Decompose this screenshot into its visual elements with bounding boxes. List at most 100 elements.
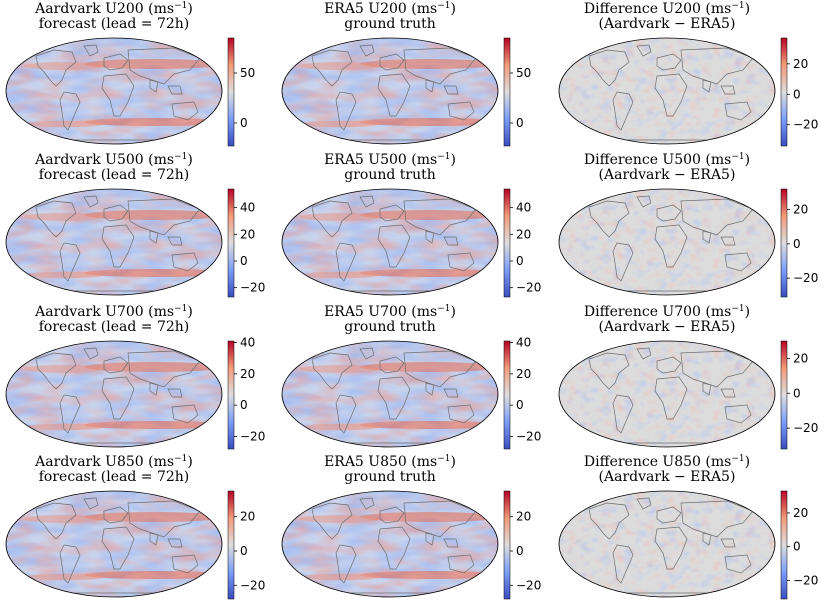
coastline xyxy=(425,382,459,398)
diff-negative-texture xyxy=(559,38,775,144)
coastline xyxy=(654,224,688,268)
panel-u200-difference: Difference U200 (ms−1) (Aardvark − ERA5) 2… xyxy=(553,2,828,152)
panel-title: ERA5 U200 (ms−1) ground truth xyxy=(276,2,504,32)
colorbar: 20 0 −20 xyxy=(227,490,265,600)
title-tail: ) xyxy=(744,1,751,17)
colorbar-tick-label: −20 xyxy=(516,578,541,592)
panel-title-line1: ERA5 U850 (ms−1) xyxy=(276,455,504,470)
coastline xyxy=(680,47,754,85)
coastline xyxy=(447,404,475,424)
title-tail: ) xyxy=(744,304,751,320)
title-superscript: −1 xyxy=(174,152,188,162)
colorbar-gradient xyxy=(503,37,511,147)
coastline xyxy=(588,49,630,87)
panel-u500-forecast: Aardvark U500 (ms−1) forecast (lead = 72h… xyxy=(0,153,276,303)
title-tail: ) xyxy=(187,454,193,470)
coastline xyxy=(127,198,201,236)
title-superscript: −1 xyxy=(731,1,745,11)
map-heatmap xyxy=(558,188,776,296)
panel-u200-truth: ERA5 U200 (ms−1) ground truth 0 50 xyxy=(276,2,552,152)
title-tail: ) xyxy=(450,152,456,168)
diff-negative-texture xyxy=(559,341,775,447)
panel-title-line1: Aardvark U500 (ms−1) xyxy=(0,153,228,168)
colorbar-tick-label: 0 xyxy=(793,540,801,554)
colorbar-tick-label: 20 xyxy=(240,227,255,241)
coastline xyxy=(59,544,81,584)
field-positive-texture xyxy=(6,341,222,447)
colorbar-tick-label: 20 xyxy=(516,227,531,241)
panel-title-line1: ERA5 U500 (ms−1) xyxy=(276,153,504,168)
panel-title: Difference U200 (ms−1) (Aardvark − ERA5) xyxy=(553,2,781,32)
panel-title-line2: (Aardvark − ERA5) xyxy=(598,167,736,183)
title-text: ERA5 U500 (ms xyxy=(324,152,438,168)
panel-title: ERA5 U500 (ms−1) ground truth xyxy=(276,153,504,183)
field-layer xyxy=(559,341,775,447)
colorbar: 20 0 −20 xyxy=(780,188,818,298)
colorbar-tick-label: −20 xyxy=(516,281,541,295)
coastline xyxy=(379,506,405,524)
field-layer xyxy=(559,491,775,597)
coastline xyxy=(403,198,477,236)
colorbar-gradient xyxy=(503,340,511,450)
map-border xyxy=(5,188,223,296)
coastline xyxy=(680,350,754,388)
colorbar: 40 20 0 −20 xyxy=(227,188,265,298)
panel-title: Aardvark U200 (ms−1) forecast (lead = 72h… xyxy=(0,2,228,32)
colorbar-tick-label: −20 xyxy=(793,573,818,587)
colorbar-tick-label: 0 xyxy=(240,116,248,130)
panel-u850-forecast: Aardvark U850 (ms−1) forecast (lead = 72h… xyxy=(0,455,276,605)
coastline xyxy=(656,53,682,71)
coastline xyxy=(149,532,183,548)
colorbar-tick-label: 20 xyxy=(793,506,808,520)
field-layer xyxy=(6,491,222,597)
panel-title-line2: forecast (lead = 72h) xyxy=(38,167,190,183)
field-positive-texture xyxy=(282,341,498,447)
title-superscript: −1 xyxy=(437,1,451,11)
panel-title-line2: ground truth xyxy=(344,167,436,183)
title-tail: ) xyxy=(187,304,193,320)
panel-title-line1: Aardvark U700 (ms−1) xyxy=(0,305,228,320)
colorbar: 0 50 xyxy=(503,37,531,147)
field-positive-texture xyxy=(282,491,498,597)
colorbar-tick-label: −20 xyxy=(793,421,818,435)
map-heatmap xyxy=(558,490,776,598)
coastline xyxy=(101,224,135,268)
coastline xyxy=(447,554,475,574)
coastline xyxy=(612,91,634,131)
coastline xyxy=(35,200,77,238)
coastline xyxy=(425,79,459,95)
coastline xyxy=(171,404,199,424)
panel-u200-forecast: Aardvark U200 (ms−1) forecast (lead = 72h… xyxy=(0,2,276,152)
colorbar-gradient xyxy=(227,188,235,298)
coastline xyxy=(612,394,634,434)
panel-title: Aardvark U500 (ms−1) forecast (lead = 72h… xyxy=(0,153,228,183)
panel-title: Difference U500 (ms−1) (Aardvark − ERA5) xyxy=(553,153,781,183)
panel-title-line2: forecast (lead = 72h) xyxy=(38,319,190,335)
panel-title-line1: Aardvark U850 (ms−1) xyxy=(0,455,228,470)
title-superscript: −1 xyxy=(174,454,188,464)
title-tail: ) xyxy=(187,152,193,168)
colorbar-tick-label: 40 xyxy=(516,336,531,350)
colorbar-tick-label: 0 xyxy=(240,398,248,412)
map-border xyxy=(558,340,776,448)
colorbar: 40 20 0 −20 xyxy=(227,336,265,450)
panel-title: Difference U700 (ms−1) (Aardvark − ERA5) xyxy=(553,305,781,335)
colorbar-gradient xyxy=(503,490,511,600)
colorbar-tick-label: 40 xyxy=(240,201,255,215)
colorbar-tick-label: 20 xyxy=(240,510,255,524)
map-heatmap xyxy=(281,340,499,448)
field-layer xyxy=(559,189,775,295)
coastline xyxy=(83,497,99,510)
coastline xyxy=(702,230,736,246)
panel-title-line2: ground truth xyxy=(344,16,436,32)
panel-title: ERA5 U850 (ms−1) ground truth xyxy=(276,455,504,485)
coastline xyxy=(359,195,375,208)
colorbar-gradient xyxy=(780,340,788,450)
field-layer xyxy=(282,491,498,597)
coastline xyxy=(59,394,81,434)
title-superscript: −1 xyxy=(437,454,451,464)
coastline xyxy=(103,53,129,71)
panel-title-line2: forecast (lead = 72h) xyxy=(38,469,190,485)
coastline xyxy=(377,73,411,117)
coastline xyxy=(447,101,475,121)
